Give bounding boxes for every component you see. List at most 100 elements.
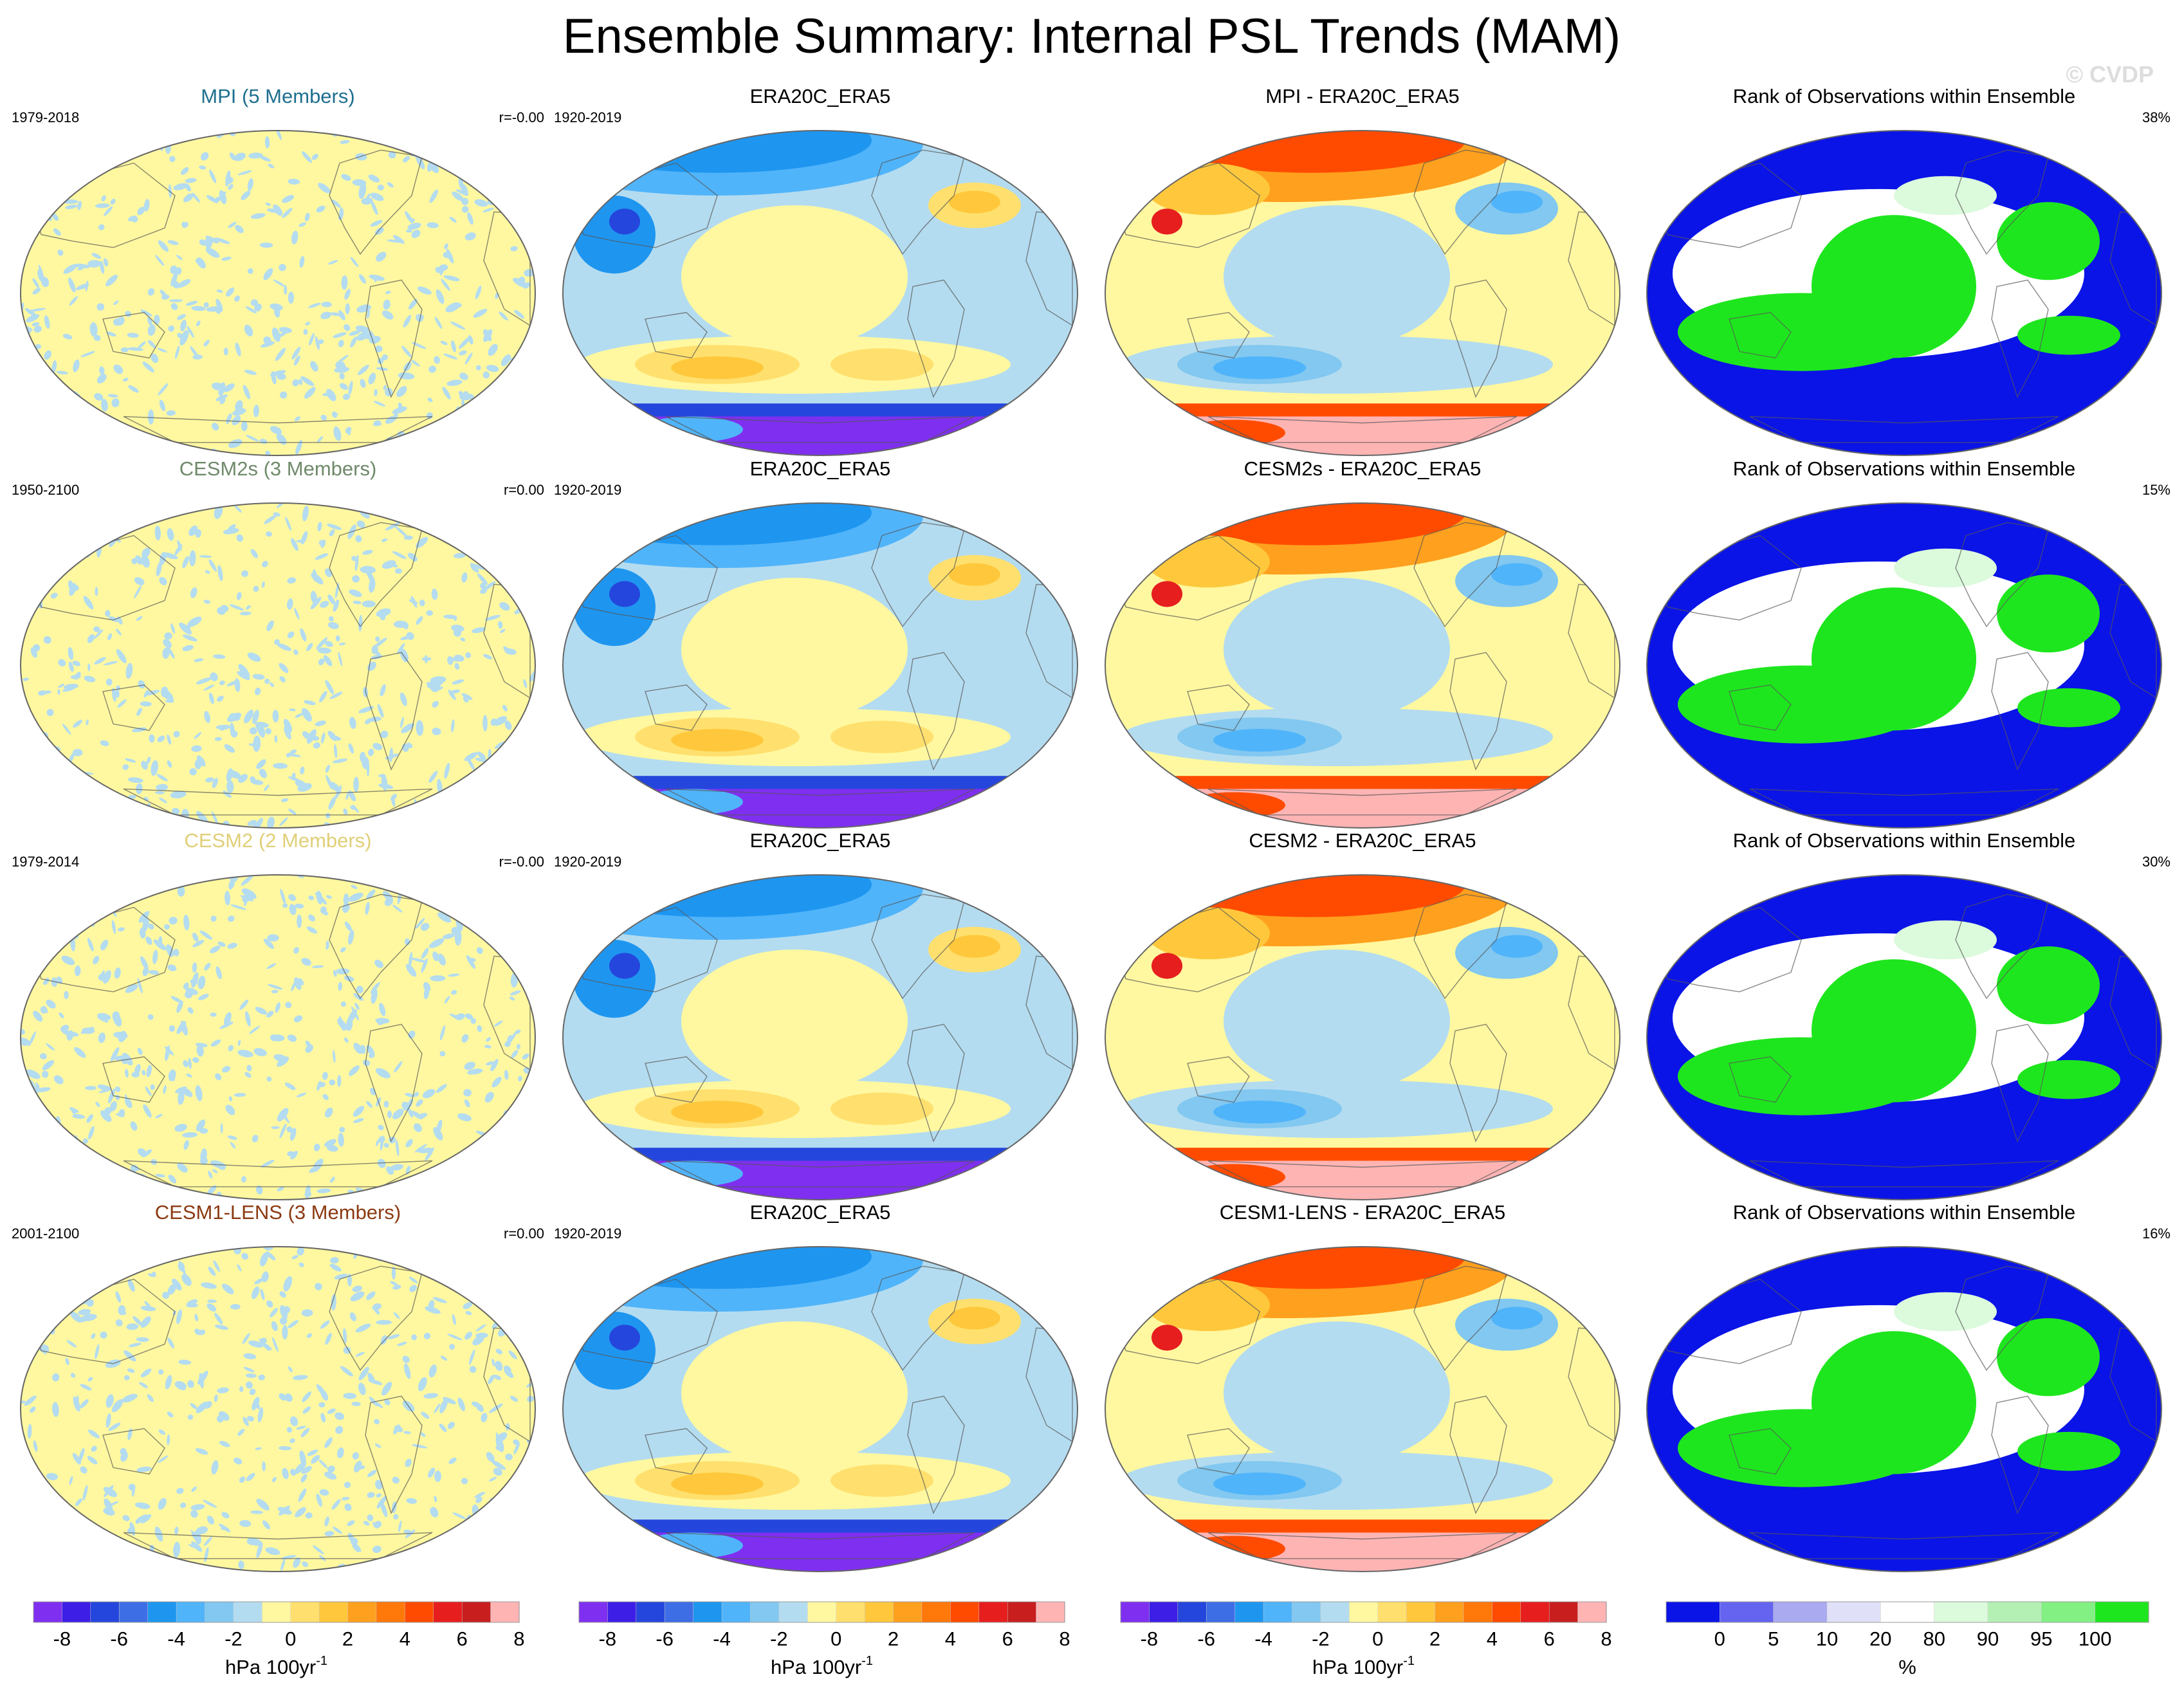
colorbar-swatch bbox=[1987, 1601, 2042, 1623]
noise-speckle bbox=[318, 1402, 326, 1408]
coastline-outline bbox=[1413, 522, 1507, 628]
noise-speckle bbox=[360, 379, 366, 389]
noise-speckle bbox=[73, 359, 80, 372]
noise-speckle bbox=[439, 264, 448, 271]
noise-speckle bbox=[398, 372, 415, 380]
noise-speckle bbox=[70, 1311, 83, 1323]
noise-speckle bbox=[204, 962, 211, 971]
noise-speckle bbox=[308, 914, 315, 922]
noise-speckle bbox=[434, 316, 443, 329]
noise-speckle bbox=[490, 904, 495, 912]
noise-speckle bbox=[332, 413, 338, 417]
panel-title: CESM1-LENS - ERA20C_ERA5 bbox=[1220, 1201, 1506, 1224]
noise-speckle bbox=[173, 446, 189, 455]
noise-speckle bbox=[439, 1398, 448, 1414]
noise-speckle bbox=[498, 408, 511, 419]
noise-speckle bbox=[390, 1164, 404, 1171]
noise-speckle bbox=[498, 621, 503, 629]
noise-speckle bbox=[243, 1366, 255, 1373]
noise-speckle bbox=[348, 790, 356, 802]
noise-speckle bbox=[23, 1295, 31, 1308]
noise-speckle bbox=[282, 1325, 288, 1340]
atlantic-negative-core bbox=[1491, 1307, 1543, 1330]
noise-speckle bbox=[338, 982, 342, 991]
noise-speckle bbox=[491, 390, 499, 396]
noise-speckle bbox=[448, 1248, 454, 1256]
noise-speckle bbox=[105, 151, 112, 160]
noise-speckle bbox=[380, 442, 388, 455]
coastline-outline bbox=[102, 684, 165, 731]
noise-speckle bbox=[338, 642, 346, 646]
noise-speckle bbox=[129, 1343, 142, 1348]
noise-speckle bbox=[431, 131, 443, 135]
noise-speckle bbox=[136, 515, 144, 523]
noise-speckle bbox=[140, 309, 152, 316]
noise-speckle bbox=[327, 1408, 336, 1414]
noise-speckle bbox=[37, 526, 45, 531]
coastline-outline bbox=[1955, 522, 2049, 628]
noise-speckle bbox=[491, 1358, 495, 1367]
noise-speckle bbox=[42, 514, 51, 522]
noise-speckle bbox=[270, 303, 283, 311]
noise-speckle bbox=[441, 1184, 454, 1191]
noise-speckle bbox=[199, 1128, 208, 1134]
noise-speckle bbox=[418, 803, 425, 813]
colorbar-units-label: hPa 100yr-1 bbox=[771, 1654, 873, 1678]
noise-speckle bbox=[210, 915, 217, 922]
noise-speckle bbox=[313, 742, 320, 749]
noise-speckle bbox=[337, 354, 349, 363]
noise-speckle bbox=[451, 625, 464, 632]
noise-speckle bbox=[512, 1494, 520, 1503]
noise-speckle bbox=[87, 1377, 93, 1382]
noise-speckle bbox=[236, 592, 242, 600]
noise-speckle bbox=[84, 810, 93, 817]
noise-speckle bbox=[339, 1126, 345, 1133]
noise-speckle bbox=[331, 1499, 341, 1510]
noise-speckle bbox=[307, 1449, 318, 1456]
noise-speckle bbox=[141, 555, 150, 568]
noise-speckle bbox=[428, 1184, 434, 1191]
noise-speckle bbox=[137, 1047, 143, 1056]
noise-speckle bbox=[340, 140, 350, 144]
noise-speckle bbox=[443, 353, 458, 360]
noise-speckle bbox=[254, 687, 261, 695]
noise-speckle bbox=[41, 561, 45, 570]
noise-speckle bbox=[266, 1076, 272, 1082]
noise-speckle bbox=[177, 886, 185, 897]
noise-speckle bbox=[196, 257, 206, 269]
noise-speckle bbox=[24, 722, 29, 728]
noise-speckle bbox=[337, 1018, 348, 1031]
noise-speckle bbox=[301, 957, 311, 966]
pacific-positive bbox=[681, 205, 908, 349]
noise-speckle bbox=[279, 1445, 292, 1451]
noise-speckle bbox=[303, 329, 308, 335]
noise-speckle bbox=[508, 1132, 518, 1145]
noise-speckle bbox=[140, 956, 149, 971]
pacific-negative bbox=[1224, 578, 1450, 721]
noise-speckle bbox=[190, 587, 197, 598]
noise-speckle bbox=[462, 899, 472, 906]
noise-speckle bbox=[384, 897, 394, 906]
world-map bbox=[563, 875, 1078, 1200]
noise-speckle bbox=[208, 1170, 213, 1179]
noise-speckle bbox=[488, 344, 498, 356]
noise-speckle bbox=[322, 1094, 329, 1100]
noise-speckle bbox=[104, 1498, 113, 1512]
period-label: 1920-2019 bbox=[554, 109, 621, 125]
colorbar-swatch bbox=[1548, 1601, 1579, 1623]
noise-speckle bbox=[374, 1418, 380, 1425]
noise-speckle bbox=[279, 676, 286, 683]
noise-speckle bbox=[461, 183, 468, 196]
noise-speckle bbox=[136, 1466, 152, 1472]
noise-speckle bbox=[277, 1186, 284, 1191]
noise-speckle bbox=[34, 202, 46, 210]
noise-speckle bbox=[327, 621, 339, 629]
colorbar-swatch bbox=[1435, 1601, 1464, 1623]
noise-speckle bbox=[69, 296, 78, 306]
colorbar-swatch bbox=[290, 1601, 320, 1623]
colorbar-units-label: hPa 100yr-1 bbox=[225, 1654, 327, 1678]
noise-speckle bbox=[372, 742, 383, 751]
noise-speckle bbox=[27, 1424, 32, 1439]
noise-speckle bbox=[421, 922, 430, 931]
noise-speckle bbox=[40, 1006, 46, 1014]
